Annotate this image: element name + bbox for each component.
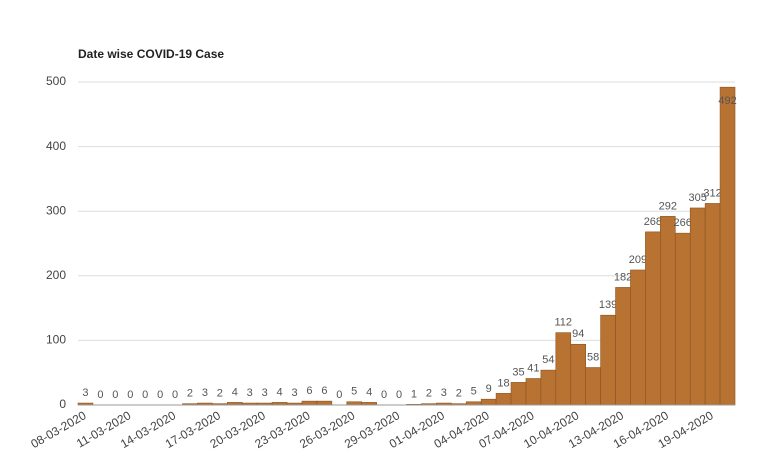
value-label: 18 <box>497 377 509 389</box>
value-label: 3 <box>441 387 447 399</box>
value-label: 266 <box>674 217 692 229</box>
value-label: 2 <box>456 388 462 400</box>
value-label: 312 <box>703 187 721 199</box>
value-label: 0 <box>157 389 163 401</box>
bar <box>674 232 691 406</box>
bar <box>316 400 333 406</box>
value-label: 54 <box>542 354 554 366</box>
value-label: 492 <box>718 95 736 107</box>
value-label: 41 <box>527 362 539 374</box>
value-label: 5 <box>471 386 477 398</box>
y-tick-label: 200 <box>46 268 66 282</box>
value-label: 2 <box>187 388 193 400</box>
y-tick-label: 500 <box>46 74 66 88</box>
y-tick-label: 400 <box>46 139 66 153</box>
bar <box>600 314 616 406</box>
y-tick-label: 300 <box>46 203 66 217</box>
value-label: 139 <box>599 299 617 311</box>
value-label: 0 <box>172 389 178 401</box>
bar <box>660 216 676 406</box>
value-label: 3 <box>291 387 297 399</box>
bar <box>540 369 557 406</box>
bar <box>585 367 601 406</box>
value-label: 0 <box>97 389 103 401</box>
value-label: 268 <box>644 216 662 228</box>
y-tick-label: 0 <box>59 397 66 411</box>
bar <box>480 398 497 406</box>
value-label: 4 <box>277 386 283 398</box>
value-label: 2 <box>217 388 223 400</box>
value-label: 9 <box>486 383 492 395</box>
value-label: 182 <box>614 271 632 283</box>
bar <box>525 378 542 406</box>
bar <box>689 207 706 406</box>
y-tick-label: 100 <box>46 333 66 347</box>
value-label: 0 <box>396 389 402 401</box>
bar <box>645 231 661 406</box>
value-label: 292 <box>659 200 677 212</box>
value-label: 0 <box>112 389 118 401</box>
bar <box>630 269 646 406</box>
bar <box>555 332 572 406</box>
bar <box>704 203 721 406</box>
value-label: 209 <box>629 254 647 266</box>
value-label: 0 <box>127 389 133 401</box>
value-label: 35 <box>512 366 524 378</box>
value-label: 1 <box>411 388 417 400</box>
bar <box>570 343 586 406</box>
value-label: 58 <box>587 351 599 363</box>
value-label: 3 <box>202 387 208 399</box>
bar <box>615 287 631 406</box>
bar <box>301 400 318 406</box>
chart-title: Date wise COVID-19 Case <box>78 47 224 61</box>
bar <box>510 382 527 406</box>
bar <box>495 393 512 406</box>
value-label: 94 <box>572 328 584 340</box>
value-label: 4 <box>232 386 238 398</box>
value-label: 305 <box>688 192 706 204</box>
value-label: 4 <box>366 386 372 398</box>
value-label: 3 <box>262 387 268 399</box>
bar <box>719 86 736 406</box>
value-label: 6 <box>321 385 327 397</box>
value-label: 0 <box>336 389 342 401</box>
value-label: 0 <box>142 389 148 401</box>
value-label: 3 <box>82 387 88 399</box>
value-label: 2 <box>426 388 432 400</box>
value-label: 0 <box>381 389 387 401</box>
value-label: 5 <box>351 386 357 398</box>
value-label: 3 <box>247 387 253 399</box>
value-label: 112 <box>555 317 573 329</box>
value-label: 6 <box>306 385 312 397</box>
